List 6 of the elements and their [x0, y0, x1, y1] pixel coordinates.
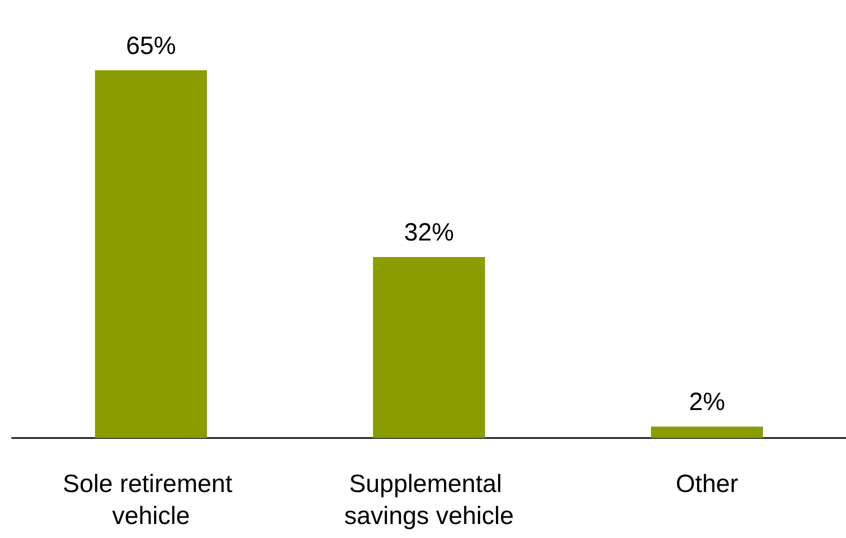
x-tick-label: Supplemental savings vehicle — [344, 470, 514, 530]
data-label: 2% — [688, 388, 726, 416]
data-label: 32% — [404, 218, 454, 246]
data-label: 65% — [126, 32, 176, 60]
x-tick-label: Sole retirement vehicle — [62, 470, 240, 530]
x-tick-label: Other — [676, 470, 738, 498]
